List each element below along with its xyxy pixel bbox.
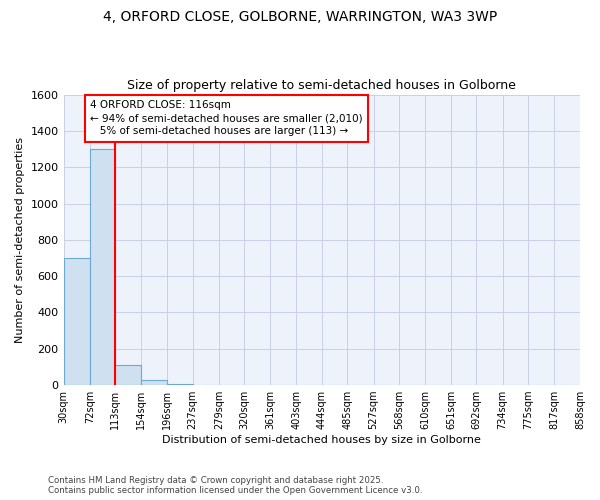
Bar <box>141 380 167 385</box>
Bar <box>115 364 141 385</box>
Bar <box>64 258 90 385</box>
Bar <box>90 149 115 385</box>
Text: 4 ORFORD CLOSE: 116sqm
← 94% of semi-detached houses are smaller (2,010)
   5% o: 4 ORFORD CLOSE: 116sqm ← 94% of semi-det… <box>90 100 362 136</box>
Y-axis label: Number of semi-detached properties: Number of semi-detached properties <box>15 137 25 343</box>
Bar <box>167 384 193 385</box>
Text: 4, ORFORD CLOSE, GOLBORNE, WARRINGTON, WA3 3WP: 4, ORFORD CLOSE, GOLBORNE, WARRINGTON, W… <box>103 10 497 24</box>
Text: Contains HM Land Registry data © Crown copyright and database right 2025.
Contai: Contains HM Land Registry data © Crown c… <box>48 476 422 495</box>
Title: Size of property relative to semi-detached houses in Golborne: Size of property relative to semi-detach… <box>127 79 516 92</box>
X-axis label: Distribution of semi-detached houses by size in Golborne: Distribution of semi-detached houses by … <box>163 435 481 445</box>
